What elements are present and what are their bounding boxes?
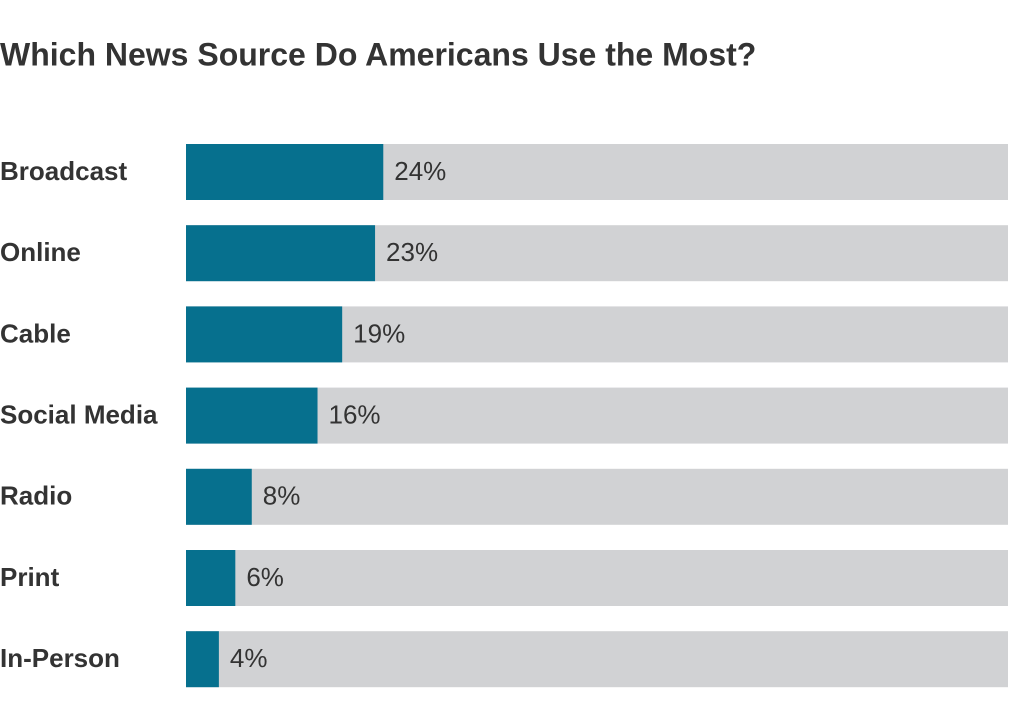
bar — [186, 387, 318, 444]
value-label: 8% — [263, 481, 301, 511]
bar-track — [186, 550, 1008, 606]
bar — [186, 144, 384, 200]
category-label: Social Media — [0, 399, 158, 429]
value-label: 16% — [329, 399, 381, 429]
bar — [186, 550, 236, 606]
category-label: Radio — [0, 481, 72, 511]
value-label: 23% — [386, 237, 438, 267]
value-label: 24% — [394, 156, 446, 186]
category-label: Broadcast — [0, 156, 127, 186]
value-label: 4% — [230, 643, 268, 673]
category-label: In-Person — [0, 643, 120, 673]
value-label: 19% — [353, 318, 405, 348]
bar — [186, 306, 343, 363]
category-label: Cable — [0, 318, 71, 348]
chart-title: Which News Source Do Americans Use the M… — [0, 36, 756, 72]
category-label: Online — [0, 237, 81, 267]
bar-track — [186, 468, 1008, 525]
bar — [186, 631, 219, 688]
bar — [186, 468, 252, 525]
bar-track — [186, 631, 1008, 688]
value-label: 6% — [246, 562, 284, 592]
bar — [186, 225, 376, 282]
bar-track — [186, 387, 1008, 444]
category-label: Print — [0, 562, 60, 592]
